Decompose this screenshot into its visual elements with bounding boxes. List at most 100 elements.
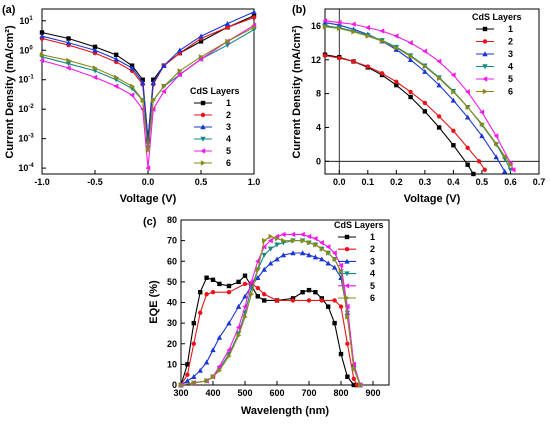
panel-c-series-1-point [191,320,196,326]
panel-b-legend-entry-6: 6 [508,87,513,97]
panel-b-series-3-point [450,97,457,103]
panel-b-y-tick-label: 4 [316,122,321,132]
panel-a-ylabel: Current Density (mA/cm²) [4,25,16,159]
panel-a-series-5-point [198,56,204,62]
panel-c-series-3-point [261,266,267,272]
panel-a-series-6-point [114,74,119,81]
panel-a-legend-title: CdS Layers [190,86,240,96]
panel-b-series-3-point [479,133,485,139]
panel-b-series-3-point [464,114,471,120]
panel-a-legend-entry-6: 6 [226,158,231,168]
panel-c-series-6-point [358,382,363,388]
panel-a-series-4-point [224,42,231,48]
panel-c-legend-marker-3 [344,258,350,264]
panel-b-series-5-point [493,133,499,139]
panel-c-series-1-point [313,289,318,295]
panel-c-series-6-point [242,314,248,320]
panel-a-series-5-point [39,57,45,64]
panel-c-series-2-point [345,341,350,346]
panel-b-series-6-point [394,45,400,51]
panel-a-x-tick-label: 0.0 [142,177,155,187]
panel-b-series-6-point [436,75,442,82]
panel-a-series-3-point [150,79,156,85]
panel-c-series-3-point [184,378,191,384]
panel-c-series-5-point [242,303,248,310]
panel-c-series-1-point [185,362,190,367]
panel-c-legend-marker-1 [344,234,350,240]
panel-c-y-tick-label: 0 [172,380,177,390]
panel-b-ylabel: Current Density (mA/cm²) [291,25,303,159]
panel-c-series-5-point [331,250,337,256]
panel-a-series-6-point [66,57,72,64]
panel-c-series-6-point [210,374,216,380]
panel-b-series-1-point [394,82,399,88]
panel-b-series-5-point [322,18,328,24]
panel-c-series-2-point [274,298,280,303]
panel-b-series-6-point [451,89,457,95]
panel-c-series-5-point [216,363,222,370]
panel-b-series-1-point [471,171,476,177]
panel-c-legend-marker-5 [344,283,350,289]
panel-c-series-1-point [351,382,356,388]
panel-a-y-tick-label: 10-4 [18,163,34,173]
panel-b-series-2-point [379,71,385,76]
panel-a-series-2-point [251,15,257,20]
panel-b-plot-area [324,8,540,175]
panel-c-series-1-point [326,304,331,309]
panel-a-series-3-point [140,79,146,85]
panel-c-series-6-point [351,365,357,372]
panel-c-series-2-point [255,285,260,291]
panel-a-series-1-line [41,15,255,139]
panel-c-series-6-point [204,378,210,384]
panel-a-series-2-point [225,25,230,30]
panel-c-series-1-point [242,273,248,278]
panel-a-series-2-line [41,16,255,142]
panel-a-series-5-point [129,92,135,98]
panel-c-series-6-point [326,250,331,256]
panel-a-chart: -1.0 -0.5 0.0 0.5 1.0 101 100 10-1 10-2 10-3 10-4 C… [18,9,260,187]
panel-b-series-6-point [508,161,514,168]
panel-a-series-5-point [92,74,98,81]
panel-b-series-2-point [365,64,370,69]
panel-b-legend-entry-2: 2 [508,37,513,47]
panel-b-x-tick-label: 0.6 [504,177,517,187]
panel-c-legend-marker-2 [344,247,350,252]
panel-b-series-5-point [365,24,370,31]
panel-a-series-1-point [140,77,145,82]
panel-b-series-6-point [479,121,485,127]
panel-b-x-tick-label: 0.5 [476,177,489,187]
panel-c-series-5-point [226,347,232,353]
panel-a-x-tick-label: 1.0 [248,177,261,187]
panel-a-series-3-point [198,33,204,39]
panel-b-x-tick-label: 0.0 [333,177,346,187]
panel-c-series-6-point [290,237,296,244]
panel-b-series-2-point [422,100,428,106]
panel-c-series-6-point [191,380,197,386]
panel-c-series-4-point [261,252,267,258]
panel-a-legend-entry-4: 4 [226,134,231,144]
panel-c-series-6-point [217,367,223,374]
panel-c-series-2-point [242,281,248,287]
panel-b-series-6-point [422,63,428,70]
panel-c-x-tick-label: 900 [365,388,380,398]
panel-a-y-tick-label: 101 [19,16,33,26]
panel-b-x-tick-label: 0.3 [419,177,432,187]
panel-b-series-6-point [408,53,414,60]
panel-a-series-1-point [151,77,156,82]
panel-a-series-3-point [113,56,119,62]
panel-a-series-1-point [39,30,45,35]
panel-c-series-6-point [268,233,274,240]
panel-a-series-3-point [129,65,135,71]
panel-a-y-tick-label: 10-1 [18,75,34,85]
panel-a-legend-entry-2: 2 [226,110,231,120]
panel-b-series-5-point [393,33,399,39]
panel-a-legend-marker-3 [200,124,206,130]
panel-c-series-6-point [226,353,232,359]
panel-b-series-6-point [379,38,385,44]
panel-c-series-2-point [191,341,196,346]
panel-c-series-3-point [325,260,331,266]
panel-b-series-1-point [422,109,428,114]
panel-c-series-6-point [319,246,325,252]
panel-c-x-tick-label: 500 [237,388,252,398]
panel-c-series-2-point [262,292,267,297]
